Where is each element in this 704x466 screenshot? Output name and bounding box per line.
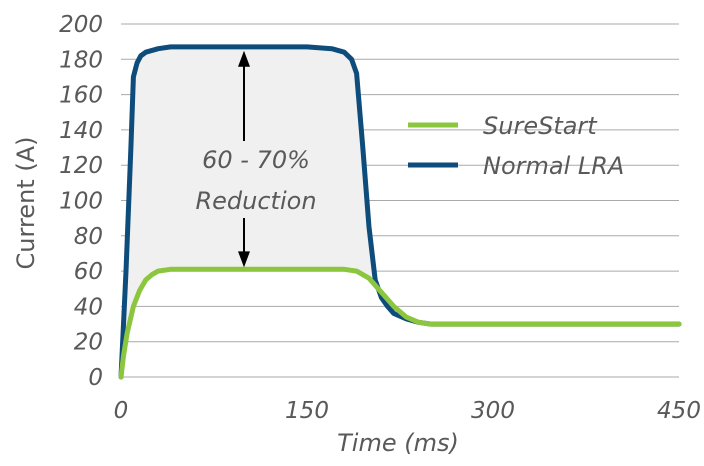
y-tick-140: 140 (59, 118, 103, 144)
series-line-surestart (118, 266, 682, 380)
y-tick-0: 0 (88, 365, 103, 391)
x-axis-title: Time (ms) (337, 429, 459, 457)
x-tick-450: 450 (657, 398, 701, 424)
x-tick-0: 0 (114, 398, 129, 424)
y-tick-160: 160 (59, 83, 103, 109)
x-tick-150: 150 (285, 398, 329, 424)
y-axis-title: Current (A) (12, 137, 40, 270)
reduction-shaded-area (121, 46, 679, 378)
x-tick-300: 300 (471, 398, 515, 424)
arrow-down-head (238, 251, 250, 268)
legend-label-surestart: SureStart (483, 112, 598, 140)
annotation-line-1: 60 - 70% (202, 146, 310, 174)
x-tick-labels: 0 150 300 450 (114, 398, 701, 424)
y-tick-labels: 0 20 40 60 80 100 120 140 160 180 200 (59, 12, 103, 391)
y-tick-100: 100 (59, 189, 103, 215)
legend: SureStart Normal LRA (408, 112, 624, 180)
annotation-line-2: Reduction (195, 187, 316, 215)
reduction-arrow (238, 50, 250, 268)
y-tick-200: 200 (59, 12, 103, 38)
y-tick-60: 60 (74, 259, 103, 285)
y-tick-120: 120 (59, 153, 103, 179)
y-tick-180: 180 (59, 47, 103, 73)
legend-label-normal-lra: Normal LRA (483, 152, 624, 180)
y-tick-80: 80 (74, 224, 103, 250)
series-lines (118, 44, 682, 380)
y-tick-20: 20 (74, 330, 103, 356)
y-tick-40: 40 (74, 294, 103, 320)
arrow-up-head (238, 50, 250, 67)
